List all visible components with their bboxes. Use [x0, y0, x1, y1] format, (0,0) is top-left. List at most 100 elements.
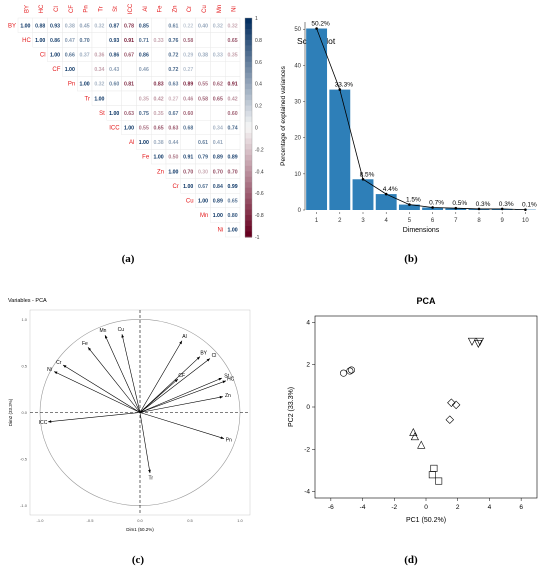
point-diamond: [445, 415, 455, 424]
col-label: Pn: [84, 5, 90, 12]
heatmap-value: 0.84: [213, 184, 223, 190]
colorbar-segment: [245, 100, 252, 107]
colorbar-segment: [245, 39, 252, 46]
colorbar-segment: [245, 83, 252, 90]
heatmap-value: 0.65: [228, 38, 238, 44]
heatmap-value: 0.34: [94, 67, 104, 73]
colorbar-tick: 0.4: [255, 82, 262, 88]
heatmap-value: 0.55: [139, 126, 149, 132]
heatmap-cell: [195, 119, 211, 135]
col-label: ICC: [128, 3, 134, 14]
x-tick-label: 8: [477, 218, 481, 224]
y-tick-label: -0.5: [20, 457, 28, 462]
heatmap-cell: [224, 61, 241, 77]
colorbar-segment: [245, 23, 252, 30]
scree-point: [524, 208, 527, 211]
heatmap-value: 0.46: [183, 96, 193, 102]
bar: [398, 204, 420, 210]
bar: [375, 194, 397, 210]
chart-title: PCA: [416, 296, 436, 306]
variable-label: Cu: [118, 327, 125, 333]
pca-scatter-plot: PCA -6 -4 -2 0 2 4 6 -4 -2 0 2 4 PC1 (50.2%) PC2 (33.3…: [288, 296, 538, 524]
arrow-head: [88, 347, 92, 351]
heatmap-value: 0.32: [213, 23, 223, 29]
heatmap-value: 0.67: [124, 53, 134, 59]
heatmap-value: 0.35: [228, 53, 238, 59]
heatmap-value: 0.40: [198, 23, 208, 29]
heatmap-value: 0.91: [228, 82, 238, 88]
row-label: Pn: [68, 82, 75, 88]
x-tick-label: 1.0: [237, 518, 243, 523]
heatmap-value: 0.44: [168, 140, 178, 146]
colorbar-segment: [245, 171, 252, 178]
panel-c: Variables - PCA -1.0 -0.5 0.0 0.5 1.0 -1.0 -0.5…: [0, 290, 275, 580]
row-label: BY: [8, 23, 16, 29]
colorbar-segment: [245, 165, 252, 172]
col-label: Tr: [98, 6, 104, 11]
colorbar-segment: [245, 220, 252, 227]
arrow-head: [105, 335, 108, 339]
heatmap-value: 0.43: [109, 67, 119, 73]
scree-point: [338, 88, 342, 91]
heatmap-value: 0.63: [168, 82, 178, 88]
correlation-matrix: BY HC Cl CF Pn Tr St ICC Al Fe Zn Cr Cu Mn Ni BY 1.00 0.8…: [8, 3, 264, 241]
colorbar-segment: [245, 176, 252, 183]
heatmap-value: 0.93: [109, 38, 119, 44]
heatmap-value: 0.86: [109, 53, 119, 59]
row-label: Cr: [172, 184, 178, 190]
heatmap-cell: [150, 47, 167, 63]
y-tick-label: -2: [304, 446, 310, 453]
heatmap-value: 0.42: [154, 96, 164, 102]
colorbar-segment: [245, 138, 252, 145]
variable-label: St: [224, 374, 229, 380]
colorbar-segment: [245, 45, 252, 52]
heatmap-value: 0.89: [213, 155, 223, 161]
data-label: 0.3%: [476, 201, 491, 208]
heatmap-value: 0.35: [154, 111, 164, 117]
scree-point: [454, 206, 458, 210]
point-circle: [346, 367, 354, 375]
x-tick-label: 9: [501, 218, 505, 224]
heatmap-value: 0.86: [139, 53, 149, 59]
heatmap-value: 0.33: [154, 38, 164, 44]
variable-label: CF: [178, 373, 185, 379]
variable-label: ICC: [39, 420, 48, 426]
data-label: 1.5%: [406, 197, 421, 204]
caption-c: (c): [131, 554, 145, 566]
point-circle: [347, 366, 355, 374]
heatmap-value: 1.00: [50, 53, 60, 59]
colorbar-segment: [245, 160, 252, 167]
colorbar-frame: [244, 17, 253, 238]
data-label: 50.2%: [311, 21, 330, 28]
heatmap-value: 0.70: [80, 38, 90, 44]
arrow-head: [222, 380, 226, 384]
heatmap-value: 0.65: [228, 199, 238, 205]
heatmap-value: 0.85: [139, 23, 149, 29]
variables-pca-plot: Variables - PCA -1.0 -0.5 0.0 0.5 1.0 -1.0 -0.5…: [8, 298, 251, 532]
caption-d: (d): [404, 554, 418, 566]
colorbar-segment: [245, 78, 252, 85]
heatmap-value: 0.89: [228, 155, 238, 161]
heatmap-value: 0.76: [168, 38, 178, 44]
heatmap-value: 0.72: [168, 53, 178, 59]
x-tick-label: 2: [338, 218, 342, 224]
arrow-head: [48, 420, 52, 423]
colorbar-tick: 1: [255, 16, 258, 22]
heatmap-value: 0.27: [183, 67, 193, 73]
point-triangle-down: [474, 340, 483, 348]
heatmap-value: 1.00: [139, 140, 149, 146]
heatmap-value: 0.65: [213, 96, 223, 102]
heatmap-value: 0.87: [109, 23, 119, 29]
heatmap-value: 0.67: [198, 184, 208, 190]
colorbar-tick: -0.6: [255, 191, 264, 197]
plot-frame: [314, 315, 538, 499]
col-label: CF: [69, 5, 75, 13]
colorbar-tick: 0.8: [255, 38, 262, 44]
colorbar-segment: [245, 204, 252, 211]
row-label: St: [99, 111, 105, 117]
heatmap-cell: [195, 32, 211, 48]
colorbar-tick: 0.2: [255, 104, 262, 110]
heatmap-value: 0.45: [80, 23, 90, 29]
variable-arrow: [104, 335, 141, 413]
x-tick-label: -2: [391, 504, 397, 511]
